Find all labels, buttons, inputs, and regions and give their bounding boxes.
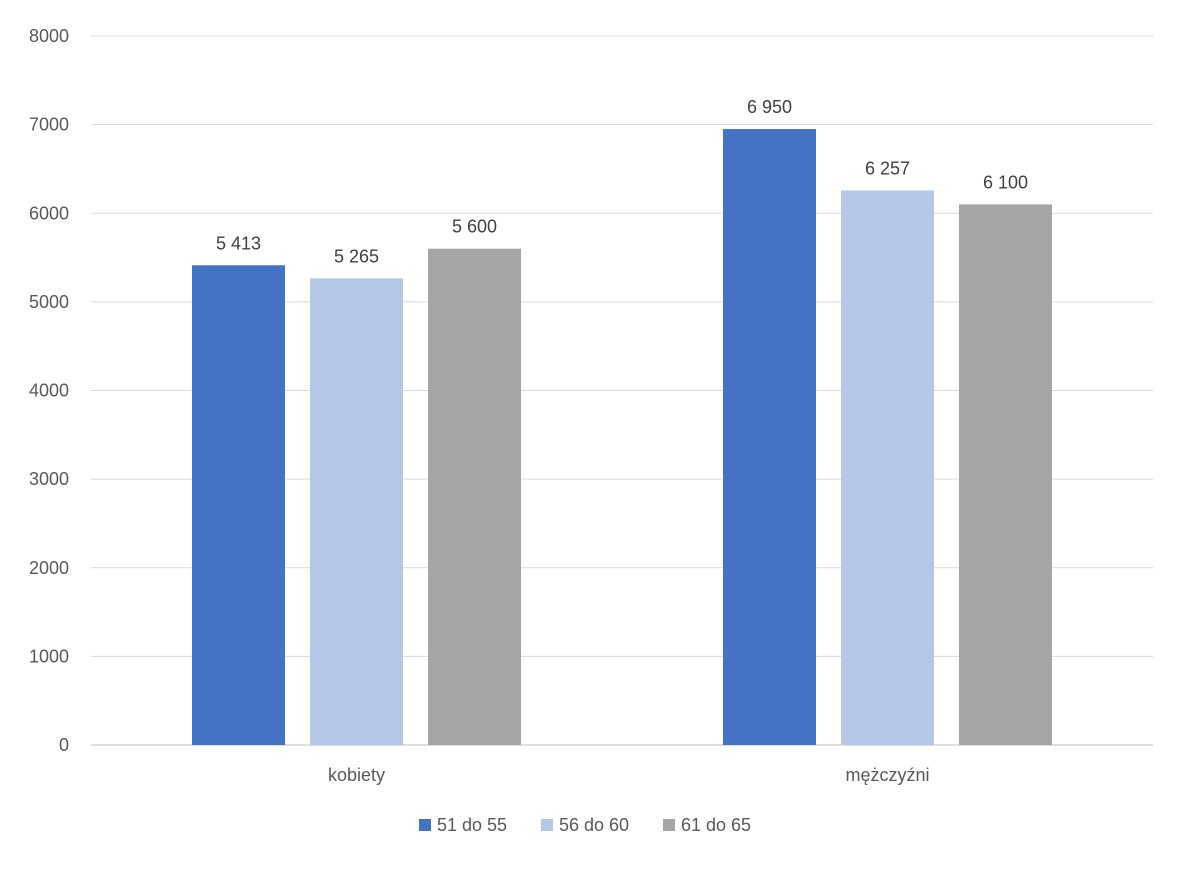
data-label: 6 950 bbox=[747, 97, 792, 117]
y-tick-label: 2000 bbox=[29, 558, 69, 578]
y-tick-label: 8000 bbox=[29, 26, 69, 46]
legend-swatch-icon bbox=[541, 819, 553, 831]
bar-51-do-55-0 bbox=[192, 265, 285, 745]
y-tick-label: 5000 bbox=[29, 292, 69, 312]
bar-61-do-65-1 bbox=[959, 204, 1052, 745]
x-axis-category-labels: kobiety mężczyźni bbox=[328, 765, 930, 785]
y-axis-tick-labels: 0 1000 2000 3000 4000 5000 6000 7000 8000 bbox=[29, 26, 69, 755]
y-tick-label: 1000 bbox=[29, 646, 69, 666]
y-tick-label: 3000 bbox=[29, 469, 69, 489]
bar-51-do-55-1 bbox=[723, 129, 816, 745]
data-label: 5 413 bbox=[216, 233, 261, 253]
bars bbox=[192, 129, 1052, 745]
data-labels: 5 413 5 265 5 600 6 950 6 257 6 100 bbox=[216, 97, 1028, 266]
y-tick-label: 4000 bbox=[29, 381, 69, 401]
category-label: kobiety bbox=[328, 765, 385, 785]
y-tick-label: 6000 bbox=[29, 203, 69, 223]
legend: 51 do 55 56 do 60 61 do 65 bbox=[419, 815, 751, 835]
y-tick-label: 0 bbox=[59, 735, 69, 755]
bar-56-do-60-0 bbox=[310, 278, 403, 745]
data-label: 6 100 bbox=[983, 172, 1028, 192]
data-label: 5 600 bbox=[452, 217, 497, 237]
legend-entry-label: 51 do 55 bbox=[437, 815, 507, 835]
legend-entry-label: 61 do 65 bbox=[681, 815, 751, 835]
legend-swatch-icon bbox=[419, 819, 431, 831]
legend-swatch-icon bbox=[663, 819, 675, 831]
legend-entry-label: 56 do 60 bbox=[559, 815, 629, 835]
data-label: 5 265 bbox=[334, 246, 379, 266]
category-label: mężczyźni bbox=[845, 765, 929, 785]
data-label: 6 257 bbox=[865, 158, 910, 178]
y-tick-label: 7000 bbox=[29, 115, 69, 135]
bar-61-do-65-0 bbox=[428, 248, 521, 745]
bar-56-do-60-1 bbox=[841, 190, 934, 745]
